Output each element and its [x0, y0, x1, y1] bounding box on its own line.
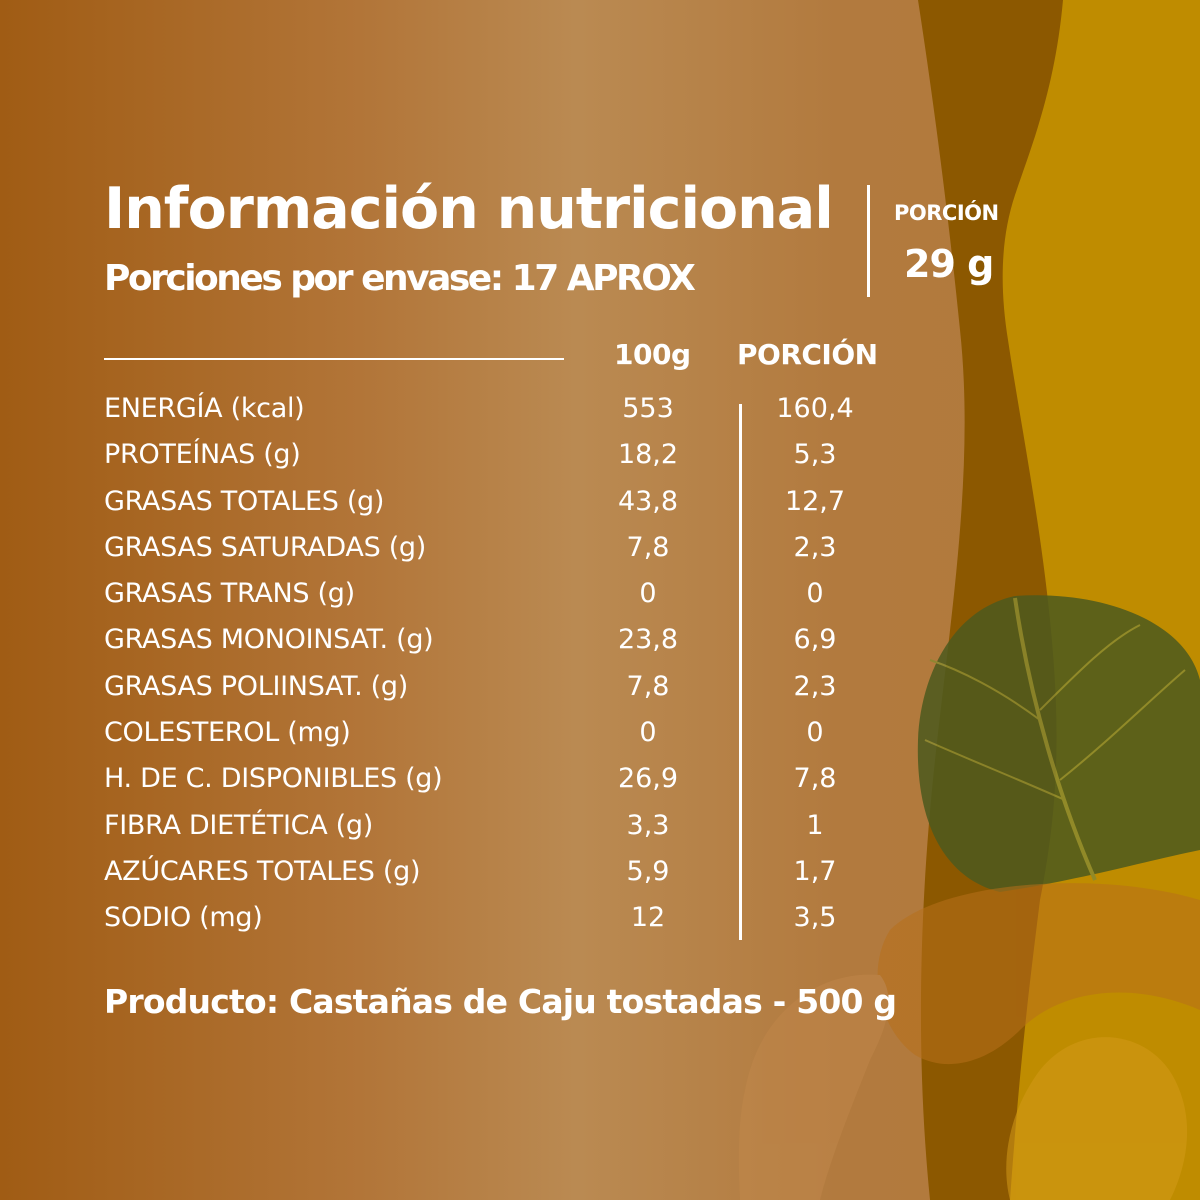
portion-size-label: PORCIÓN — [894, 201, 999, 225]
nutrient-label: GRASAS POLIINSAT. (g) — [104, 670, 408, 702]
value-per-portion: 12,7 — [784, 485, 846, 517]
table-row: H. DE C. DISPONIBLES (g) 26,9 7,8 — [104, 763, 904, 809]
table-header-rule — [104, 358, 564, 360]
table-row: COLESTEROL (mg) 0 0 — [104, 717, 904, 763]
table-row: FIBRA DIETÉTICA (g) 3,3 1 — [104, 810, 904, 856]
nutrient-label: GRASAS TOTALES (g) — [104, 485, 385, 517]
value-per-portion: 0 — [806, 578, 824, 610]
value-per-100g: 7,8 — [626, 531, 670, 563]
value-per-100g: 0 — [639, 578, 657, 610]
value-per-portion: 3,5 — [793, 902, 837, 934]
table-row: GRASAS MONOINSAT. (g) 23,8 6,9 — [104, 624, 904, 670]
product-name: Producto: Castañas de Caju tostadas - 50… — [104, 982, 897, 1021]
leaf-icon — [917, 595, 1200, 892]
value-per-portion: 2,3 — [793, 531, 837, 563]
table-row: SODIO (mg) 12 3,5 — [104, 902, 904, 948]
value-per-100g: 3,3 — [626, 809, 670, 841]
nutrition-table: ENERGÍA (kcal) 553 160,4 PROTEÍNAS (g) 1… — [104, 393, 904, 949]
value-per-100g: 0 — [639, 717, 657, 749]
value-per-portion: 2,3 — [793, 670, 837, 702]
value-per-portion: 6,9 — [793, 624, 837, 656]
nutrient-label: FIBRA DIETÉTICA (g) — [104, 809, 373, 841]
value-per-portion: 0 — [806, 717, 824, 749]
value-per-100g: 43,8 — [617, 485, 679, 517]
page-title: Información nutricional — [104, 176, 834, 242]
value-per-100g: 553 — [622, 393, 674, 424]
nutrient-label: ENERGÍA (kcal) — [104, 393, 305, 424]
nutrient-label: COLESTEROL (mg) — [104, 717, 351, 749]
table-row: GRASAS TRANS (g) 0 0 — [104, 578, 904, 624]
portion-size-value: 29 g — [904, 242, 994, 286]
cashew-nut-icon — [738, 883, 1200, 1200]
nutrient-label: SODIO (mg) — [104, 902, 263, 934]
value-per-100g: 18,2 — [617, 439, 679, 471]
value-per-100g: 23,8 — [617, 624, 679, 656]
header-divider — [867, 185, 870, 297]
nutrient-label: GRASAS MONOINSAT. (g) — [104, 624, 434, 656]
nutrient-label: H. DE C. DISPONIBLES (g) — [104, 763, 443, 795]
table-row: PROTEÍNAS (g) 18,2 5,3 — [104, 439, 904, 485]
value-per-portion: 160,4 — [776, 393, 854, 424]
table-row: AZÚCARES TOTALES (g) 5,9 1,7 — [104, 856, 904, 902]
nutrient-label: GRASAS TRANS (g) — [104, 578, 355, 610]
value-per-100g: 26,9 — [617, 763, 679, 795]
table-row: ENERGÍA (kcal) 553 160,4 — [104, 393, 904, 439]
table-row: GRASAS SATURADAS (g) 7,8 2,3 — [104, 532, 904, 578]
value-per-100g: 12 — [630, 902, 666, 934]
nutrient-label: PROTEÍNAS (g) — [104, 439, 301, 471]
value-per-portion: 7,8 — [793, 763, 837, 795]
value-per-portion: 5,3 — [793, 439, 837, 471]
column-header-portion: PORCIÓN — [737, 338, 878, 371]
value-per-portion: 1 — [806, 809, 824, 841]
table-row: GRASAS TOTALES (g) 43,8 12,7 — [104, 486, 904, 532]
table-column-divider — [739, 404, 742, 940]
value-per-100g: 7,8 — [626, 670, 670, 702]
column-header-100g: 100g — [614, 338, 691, 371]
value-per-portion: 1,7 — [793, 855, 837, 887]
nutrient-label: AZÚCARES TOTALES (g) — [104, 855, 421, 887]
value-per-100g: 5,9 — [626, 855, 670, 887]
nutrient-label: GRASAS SATURADAS (g) — [104, 531, 427, 563]
table-row: GRASAS POLIINSAT. (g) 7,8 2,3 — [104, 671, 904, 717]
servings-per-container: Porciones por envase: 17 APROX — [104, 258, 696, 299]
